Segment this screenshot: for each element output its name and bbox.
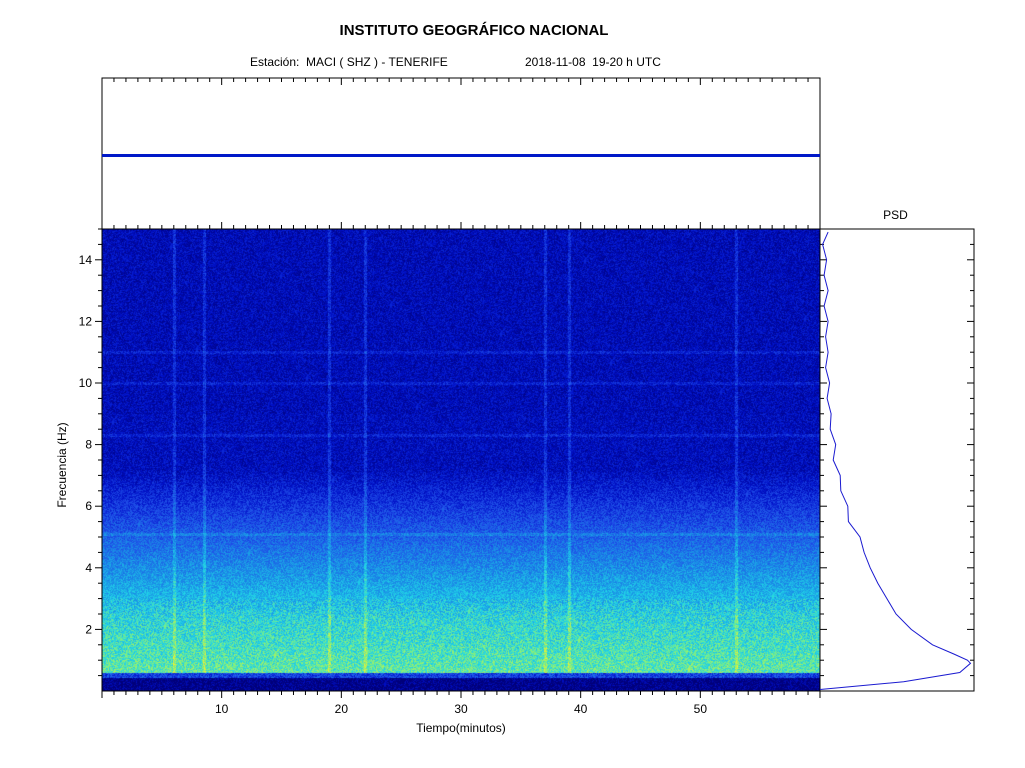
psd-title: PSD (883, 208, 908, 222)
spectrogram-heatmap (102, 229, 820, 691)
x-tick-label: 10 (215, 702, 229, 716)
y-tick-label: 4 (85, 561, 92, 575)
psd-line (819, 231, 972, 690)
date-range-label: 2018-11-08 19-20 h UTC (525, 55, 661, 69)
y-tick-label: 2 (85, 622, 92, 636)
y-tick-label: 10 (79, 376, 93, 390)
x-axis-label: Tiempo(minutos) (416, 721, 506, 735)
page-title: INSTITUTO GEOGRÁFICO NACIONAL (339, 22, 609, 39)
x-tick-label: 50 (694, 702, 708, 716)
x-tick-label: 30 (454, 702, 468, 716)
y-tick-label: 6 (85, 499, 92, 513)
y-axis-label: Frecuencia (Hz) (55, 422, 69, 507)
y-tick-label: 12 (79, 314, 93, 328)
station-label: Estación: MACI ( SHZ ) - TENERIFE (250, 55, 448, 69)
psd-frame (819, 228, 975, 692)
y-tick-label: 8 (85, 438, 92, 452)
x-tick-label: 40 (574, 702, 588, 716)
y-tick-label: 14 (79, 253, 93, 267)
seismogram-frame (101, 77, 821, 230)
x-tick-label: 20 (335, 702, 349, 716)
